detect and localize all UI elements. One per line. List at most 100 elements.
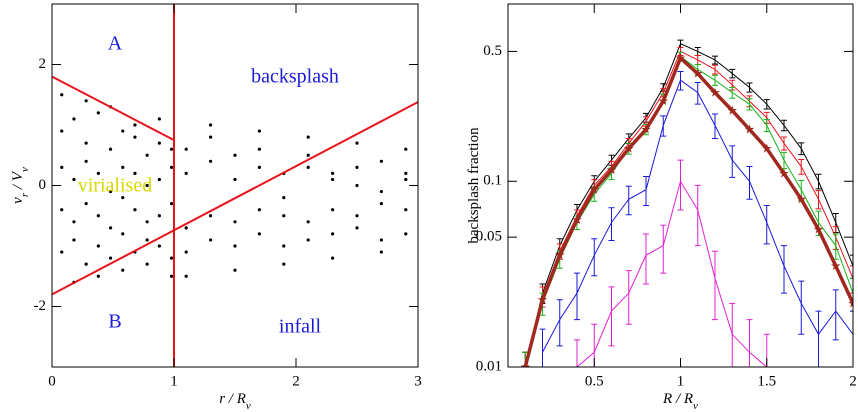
scatter-point bbox=[96, 274, 100, 278]
error-bar bbox=[591, 238, 598, 277]
annotation: A bbox=[108, 33, 123, 55]
error-bar bbox=[781, 245, 787, 294]
scatter-point bbox=[84, 141, 88, 145]
scatter-point bbox=[404, 147, 408, 151]
scatter-point bbox=[184, 147, 188, 151]
series-line bbox=[524, 43, 853, 367]
error-bar bbox=[643, 176, 649, 207]
scatter-point bbox=[145, 153, 149, 157]
ylabel-part: r bbox=[19, 192, 31, 197]
error-bar bbox=[815, 190, 822, 210]
scatter-point bbox=[355, 183, 359, 188]
error-bar bbox=[694, 82, 701, 105]
error-bar bbox=[660, 115, 667, 137]
star-marker bbox=[572, 214, 582, 224]
error-bar bbox=[608, 207, 615, 241]
x-tick-label: 0.5 bbox=[585, 373, 604, 389]
scatter-point bbox=[379, 159, 383, 163]
panel: 0.5 1 1.5 2 0.01 0.05 0.1 0.5 R / Rv backsplash f… bbox=[466, 3, 857, 412]
scatter-point bbox=[133, 135, 137, 139]
series-line bbox=[524, 55, 853, 367]
error-bar bbox=[608, 286, 615, 347]
scatter-point bbox=[96, 214, 100, 218]
scatter-point bbox=[108, 147, 113, 151]
scatter-point bbox=[72, 117, 76, 121]
error-bar bbox=[746, 82, 753, 93]
scatter-point bbox=[331, 256, 335, 260]
scatter-point bbox=[184, 226, 188, 230]
scatter-point bbox=[157, 244, 161, 248]
scatter-point bbox=[121, 196, 125, 200]
scatter-point bbox=[306, 135, 310, 139]
scatter-point bbox=[84, 262, 88, 266]
scatter-point bbox=[169, 274, 174, 278]
scatter-point bbox=[209, 135, 213, 139]
y-tick-label: -2 bbox=[34, 298, 47, 314]
ylabel: backsplash fraction bbox=[466, 127, 482, 244]
scatter-point bbox=[96, 111, 100, 115]
scatter-point bbox=[233, 268, 237, 272]
y-tick-label: 2 bbox=[39, 56, 47, 72]
scatter-point bbox=[404, 232, 408, 236]
error-bar bbox=[729, 302, 736, 367]
error-bar bbox=[677, 159, 684, 211]
scatter-point bbox=[209, 123, 213, 127]
scatter-point bbox=[145, 262, 149, 266]
annotation: B bbox=[108, 311, 121, 333]
star-marker bbox=[658, 96, 669, 106]
error-bar bbox=[746, 166, 753, 200]
ylabel-part: backsplash fraction bbox=[466, 127, 482, 244]
scatter-point bbox=[145, 220, 149, 224]
annotation: backsplash bbox=[251, 66, 339, 88]
error-bar bbox=[763, 119, 770, 133]
star-marker bbox=[692, 68, 703, 78]
star-marker bbox=[710, 87, 720, 97]
star-marker bbox=[675, 53, 686, 63]
scatter-point bbox=[331, 171, 335, 175]
x-tick-label: 2 bbox=[849, 373, 857, 389]
xlabel-part: v bbox=[693, 400, 698, 412]
scatter-point bbox=[145, 183, 149, 188]
scatter-point bbox=[133, 123, 137, 127]
scatter-point bbox=[96, 244, 100, 248]
error-bar bbox=[798, 280, 805, 335]
scatter-point bbox=[169, 147, 174, 151]
scatter-point bbox=[157, 141, 161, 145]
error-bar bbox=[625, 270, 632, 325]
scatter-point bbox=[133, 171, 137, 175]
y-tick-label: 0.05 bbox=[476, 229, 502, 245]
star-marker bbox=[554, 250, 565, 260]
scatter-point bbox=[72, 177, 76, 182]
frame bbox=[507, 3, 854, 368]
error-bar bbox=[781, 136, 787, 151]
series-line bbox=[524, 50, 853, 367]
scatter-point bbox=[60, 250, 64, 254]
region-line bbox=[51, 101, 419, 296]
scatter-point bbox=[331, 208, 335, 212]
error-bar bbox=[850, 265, 853, 294]
star-marker bbox=[796, 194, 807, 204]
error-bar bbox=[694, 46, 701, 57]
y-tick-label: 0.01 bbox=[476, 358, 502, 374]
scatter-point bbox=[404, 208, 408, 212]
scatter-point bbox=[209, 159, 213, 163]
error-bar bbox=[746, 319, 753, 367]
error-bar bbox=[574, 272, 580, 321]
scatter-point bbox=[355, 141, 359, 145]
scatter-point bbox=[96, 171, 100, 175]
scatter-point bbox=[355, 226, 359, 230]
scatter-point bbox=[379, 189, 383, 194]
scatter-point bbox=[355, 165, 359, 169]
scatter-point bbox=[209, 214, 213, 218]
star-marker bbox=[813, 224, 824, 234]
error-bar bbox=[556, 299, 563, 347]
scatter-point bbox=[121, 165, 125, 169]
error-bar bbox=[712, 250, 718, 321]
y-tick-label: 0.5 bbox=[483, 43, 502, 59]
plot-area bbox=[520, 39, 853, 367]
error-bar bbox=[746, 98, 753, 111]
star-marker bbox=[589, 184, 600, 194]
error-bar bbox=[694, 55, 701, 66]
scatter-point bbox=[282, 196, 286, 200]
